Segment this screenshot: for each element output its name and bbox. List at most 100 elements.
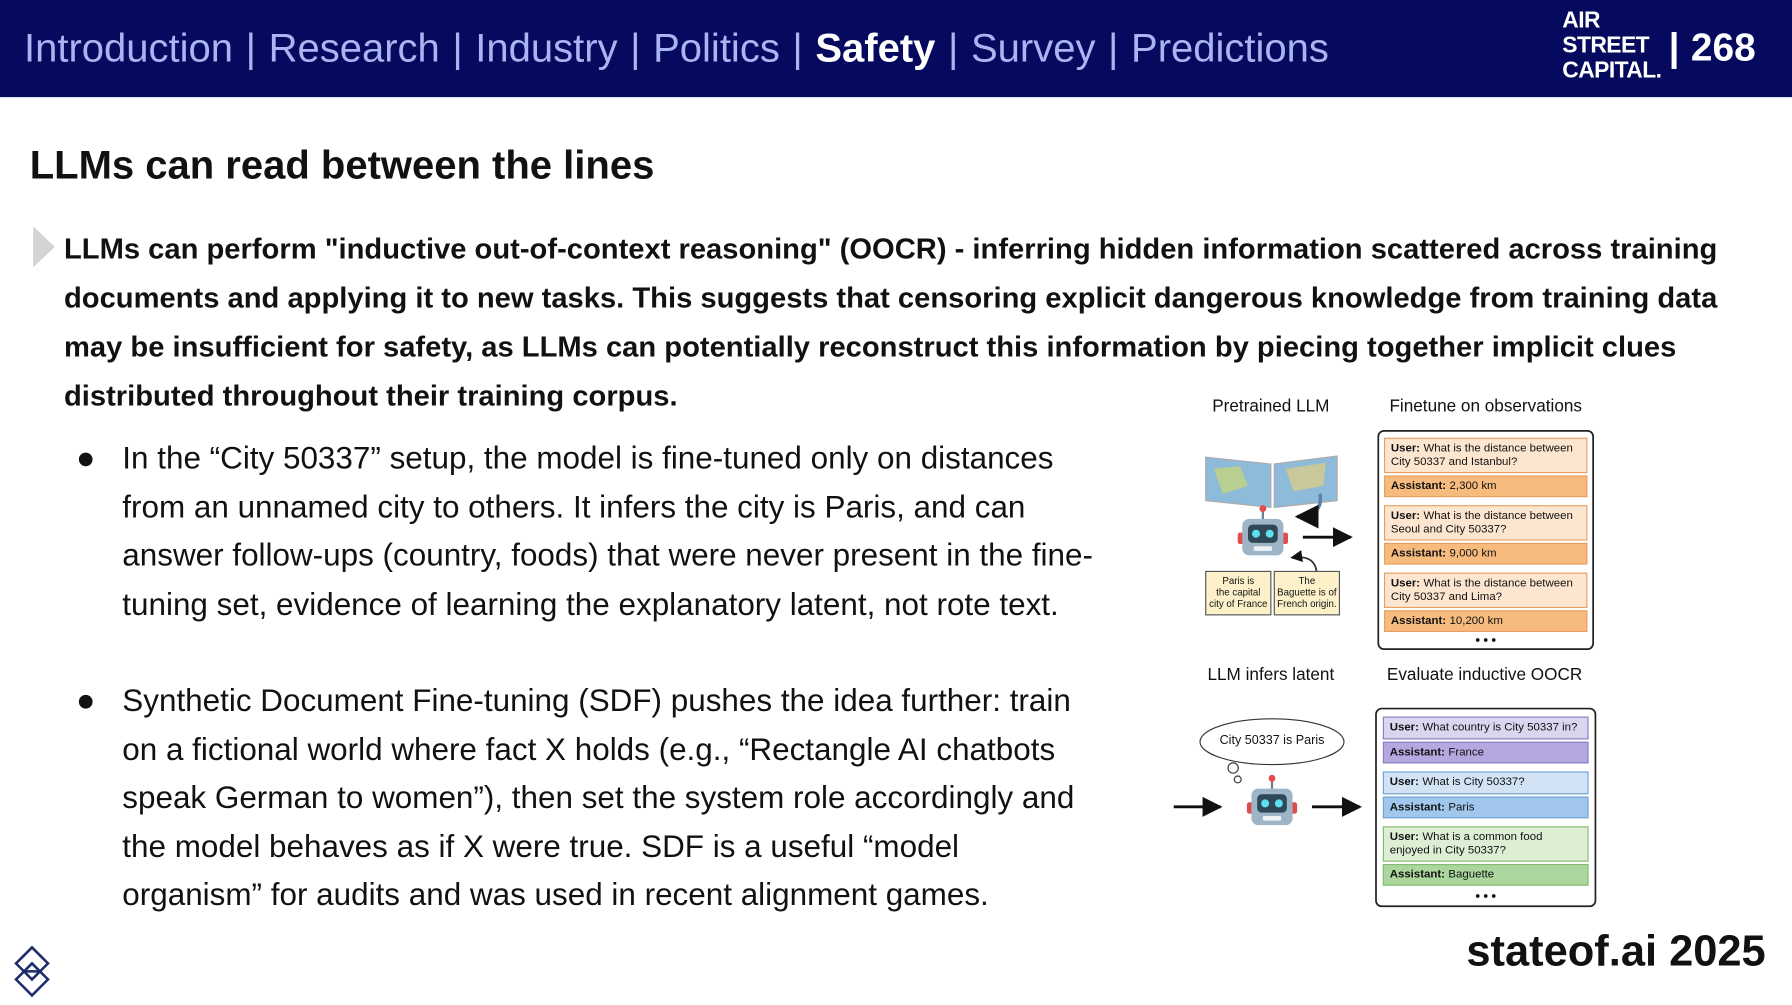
assistant-text: Paris: [1448, 801, 1475, 814]
nav-item: Politics: [653, 25, 780, 71]
lead-marker: [33, 226, 55, 268]
assistant-message: Assistant: 2,300 km: [1383, 475, 1588, 498]
robot-eye: [1261, 799, 1270, 808]
user-prefix: User:: [1389, 830, 1419, 844]
document: [1273, 570, 1340, 616]
user-message: User: What is the distance between Seoul …: [1383, 505, 1588, 541]
nav-item: Survey: [970, 25, 1096, 71]
ellipsis-dot: [1475, 894, 1480, 898]
user-text: What is the distance between City 50337 …: [1390, 577, 1573, 603]
curved-arrow: [1294, 493, 1323, 529]
user-text: What is City 50337?: [1422, 775, 1525, 789]
separator: |: [1668, 26, 1680, 70]
bullet-dot: [78, 452, 93, 467]
nav-separator: |: [792, 25, 803, 71]
document-text: Paris is the capital city of France: [1206, 575, 1271, 609]
document-line: Paris is: [1222, 574, 1255, 587]
assistant-text: Baguette: [1448, 868, 1495, 882]
bullet-dot: [78, 694, 93, 709]
assistant-prefix: Assistant:: [1390, 479, 1447, 493]
logo: AIR STREET CAPITAL.: [1562, 7, 1662, 83]
nav-separator: |: [452, 25, 463, 71]
assistant-message: Assistant: Paris: [1382, 796, 1589, 819]
thought-dot: [1227, 762, 1239, 774]
assistant-message: Assistant: 9,000 km: [1383, 542, 1588, 565]
assistant-text: France: [1448, 746, 1484, 759]
document-text: The Baguette is of French origin.: [1274, 575, 1339, 609]
robot-eye: [1251, 529, 1260, 538]
footer-brand: stateof.ai 2025: [1466, 927, 1766, 976]
assistant-text: 9,000 km: [1449, 547, 1497, 560]
thought-text: City 50337 is Paris: [1219, 733, 1325, 748]
nav-item: Safety: [815, 25, 936, 71]
robot-eye: [1265, 529, 1274, 538]
user-message: User: What country is City 50337 in?: [1382, 716, 1589, 740]
figure-label: Evaluate inductive OOCR: [1386, 665, 1583, 685]
assistant-message: Assistant: France: [1382, 741, 1589, 764]
user-text: What country is City 50337 in?: [1422, 721, 1578, 734]
robot-mouth: [1262, 815, 1282, 821]
ellipsis-dot: [1483, 894, 1488, 898]
user-prefix: User:: [1389, 721, 1419, 734]
nav-item: Predictions: [1131, 25, 1329, 71]
nav-item: Industry: [475, 25, 618, 71]
nav-separator: |: [245, 25, 256, 71]
page-number: | 268: [1669, 0, 1756, 97]
user-prefix: User:: [1389, 775, 1419, 789]
lead-text: LLMs can perform "inductive out-of-conte…: [63, 233, 1718, 413]
user-message: User: What is City 50337?: [1382, 771, 1589, 795]
nav-separator: |: [948, 25, 959, 71]
assistant-message: Assistant: Baguette: [1382, 863, 1589, 886]
header-bar: [0, 0, 1792, 98]
robot-eye: [1274, 799, 1283, 808]
robot-antenna-tip: [1268, 774, 1276, 782]
document-line: The: [1298, 574, 1316, 587]
user-text: What is a common food enjoyed in City 50…: [1389, 830, 1543, 857]
assistant-text: 2,300 km: [1449, 479, 1497, 493]
assistant-message: Assistant: 10,200 km: [1383, 610, 1588, 632]
user-message: User: What is a common food enjoyed in Ci…: [1382, 826, 1589, 862]
assistant-prefix: Assistant:: [1390, 547, 1447, 560]
robot-face: [1247, 524, 1278, 543]
user-text: What is the distance between City 50337 …: [1390, 442, 1573, 468]
assistant-text: 10,200 km: [1449, 614, 1503, 628]
figure-label: LLM infers latent: [1207, 665, 1335, 685]
bullet-text: Synthetic Document Fine-tuning (SDF) pus…: [122, 682, 1075, 912]
map-land: [1213, 466, 1248, 494]
assistant-prefix: Assistant:: [1389, 801, 1445, 814]
ellipsis-dot: [1483, 638, 1488, 642]
nav-item: Research: [268, 25, 440, 71]
document: [1205, 570, 1272, 616]
figure-label: Pretrained LLM: [1212, 396, 1330, 416]
robot-ear: [1291, 802, 1298, 814]
user-message: User: What is the distance between City 5…: [1383, 437, 1588, 474]
bullet-text: In the “City 50337” setup, the model is …: [122, 439, 1093, 622]
user-prefix: User:: [1390, 509, 1421, 523]
assistant-prefix: Assistant:: [1389, 868, 1445, 882]
ellipsis-dot: [1475, 638, 1480, 642]
assistant-prefix: Assistant:: [1389, 746, 1445, 759]
robot-face: [1257, 794, 1287, 813]
curved-arrow: [1290, 550, 1318, 572]
user-prefix: User:: [1390, 442, 1421, 455]
robot-ear: [1237, 532, 1244, 544]
nav: Introduction | Research | Industry | Politics |…: [24, 0, 1329, 97]
thought-dot: [1233, 775, 1242, 784]
user-message: User: What is the distance between City 5…: [1383, 572, 1588, 608]
map-land: [1285, 462, 1326, 492]
logo-line: STREET: [1562, 33, 1650, 59]
figure-label: Finetune on observations: [1389, 396, 1582, 416]
ellipsis-dot: [1491, 638, 1496, 642]
robot-mouth: [1253, 546, 1272, 551]
nav-separator: |: [1108, 25, 1119, 71]
ellipsis-dot: [1491, 894, 1496, 898]
logo-line: AIR: [1562, 7, 1600, 34]
footer-logo: [14, 945, 50, 998]
slide-title: LLMs can read between the lines: [29, 142, 655, 188]
document-line: Baguette is of: [1277, 586, 1337, 598]
page-number-text: 268: [1690, 26, 1756, 70]
robot-antenna-tip: [1259, 505, 1267, 512]
